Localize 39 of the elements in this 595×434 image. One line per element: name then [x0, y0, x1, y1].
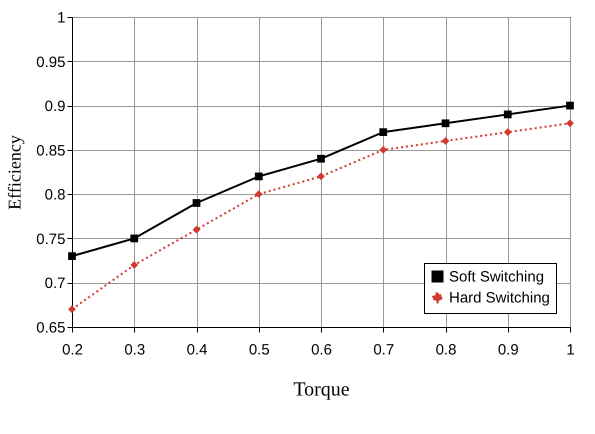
- point: [254, 190, 263, 198]
- point: [192, 199, 200, 207]
- point: [379, 128, 388, 136]
- y-tick-label: 0.85: [36, 142, 66, 160]
- legend-label: Soft Switching: [449, 268, 544, 286]
- y-tick-label: 0.9: [44, 98, 66, 116]
- y-tick-label: 0.7: [44, 275, 66, 292]
- point: [504, 128, 512, 136]
- point: [254, 172, 263, 180]
- x-tick-label: 1: [566, 342, 575, 358]
- y-tick-label: 0.65: [36, 320, 66, 336]
- x-tick-label: 0.6: [311, 342, 332, 358]
- point: [442, 137, 450, 145]
- x-axis-title: Torque: [293, 378, 350, 400]
- x-tick-label: 0.9: [498, 342, 519, 358]
- point: [130, 261, 138, 269]
- x-tick-label: 0.7: [373, 342, 394, 358]
- x-tick-label: 0.2: [62, 342, 83, 358]
- y-tick-label: 0.8: [44, 186, 66, 204]
- point: [442, 119, 450, 128]
- point: [504, 110, 512, 118]
- point: [68, 305, 76, 314]
- x-tick-label: 0.4: [186, 342, 208, 358]
- x-tick-label: 0.3: [124, 342, 146, 358]
- x-tick-label: 0.5: [248, 342, 270, 358]
- y-tick-label: 0.95: [36, 54, 66, 71]
- x-tick-label: 0.8: [436, 342, 456, 358]
- point: [566, 102, 574, 110]
- y-axis-title: Efficiency: [4, 135, 24, 210]
- point: [130, 234, 138, 242]
- point: [192, 226, 200, 234]
- point: [317, 154, 325, 163]
- point: [317, 172, 325, 180]
- legend-label: Hard Switching: [449, 290, 550, 306]
- point: [566, 119, 574, 128]
- point: [379, 146, 388, 154]
- y-tick-label: 0.75: [36, 230, 66, 248]
- point: [68, 252, 76, 260]
- y-tick-label: 1: [57, 10, 66, 26]
